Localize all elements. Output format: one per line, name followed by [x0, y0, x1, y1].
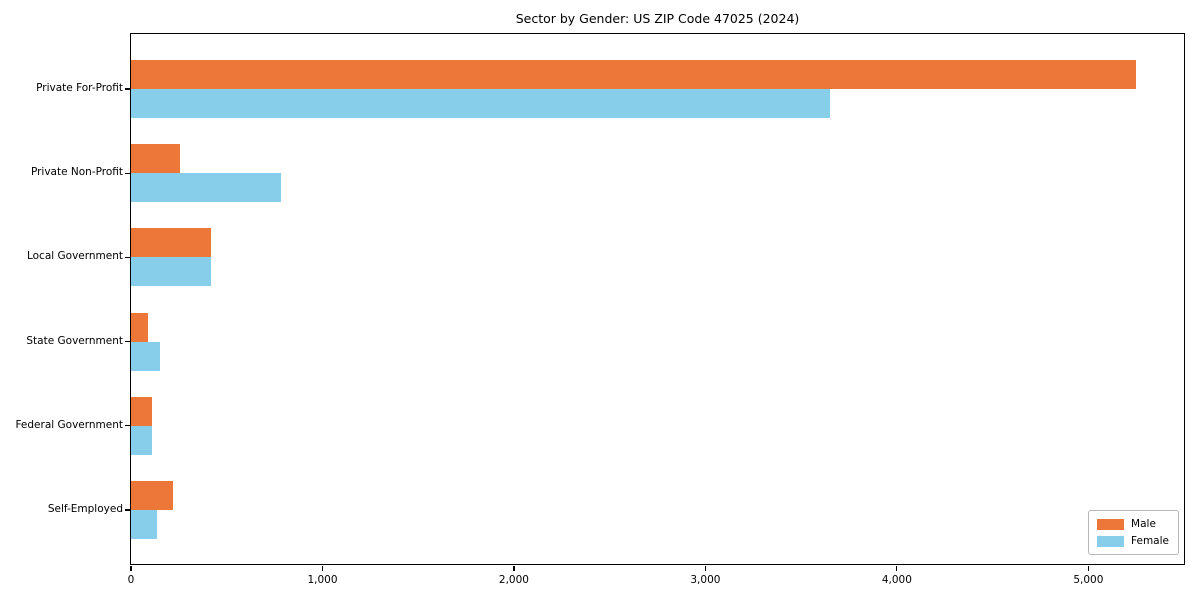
y-tick-label: Local Government	[26, 250, 123, 263]
x-tick-label: 0	[127, 574, 135, 586]
bar-female-private-for-profit	[131, 89, 830, 118]
legend-label-female: Female	[1131, 535, 1169, 547]
x-tick-mark	[704, 566, 706, 571]
legend: Male Female	[1088, 510, 1179, 555]
x-tick-label: 2,000	[498, 574, 529, 586]
y-tick-mark	[125, 256, 131, 258]
y-tick-label: Self-Employed	[47, 503, 123, 515]
bar-female-state-government	[131, 341, 160, 371]
bar-female-local-government	[131, 257, 212, 287]
y-tick-mark	[125, 341, 131, 343]
x-tick-mark	[130, 566, 132, 571]
y-tick-label: Private For-Profit	[36, 82, 123, 94]
bar-female-private-non-profit	[131, 173, 282, 203]
chart-title: Sector by Gender: US ZIP Code 47025 (202…	[515, 11, 800, 26]
x-tick-mark	[1087, 566, 1089, 571]
y-tick-label: Private Non-Profit	[30, 166, 123, 179]
x-tick-mark	[896, 566, 898, 571]
x-tick-label: 4,000	[881, 574, 912, 586]
x-tick-label: 1,000	[307, 574, 338, 586]
y-tick-label: State Government	[26, 334, 123, 347]
y-tick-mark	[125, 425, 131, 427]
legend-swatch-female	[1097, 535, 1125, 547]
bar-male-private-non-profit	[131, 144, 180, 174]
y-tick-mark	[125, 509, 131, 511]
x-tick-mark	[321, 566, 324, 571]
y-tick-label: Federal Government	[15, 418, 123, 431]
x-tick-label: 5,000	[1073, 574, 1104, 586]
bar-male-private-for-profit	[131, 60, 1137, 89]
legend-entry-male: Male	[1097, 518, 1169, 530]
y-tick-mark	[125, 88, 131, 90]
x-tick-label: 3,000	[690, 574, 721, 586]
bar-male-local-government	[131, 228, 212, 258]
bar-male-self-employed	[131, 481, 174, 510]
bar-male-state-government	[131, 312, 149, 342]
legend-swatch-male	[1097, 518, 1125, 530]
bar-female-self-employed	[131, 510, 157, 539]
legend-label-male: Male	[1131, 518, 1156, 530]
bar-female-federal-government	[131, 425, 153, 455]
plot-area: Male Female Private For-Profit Private Non…	[15, 33, 1185, 586]
y-tick-mark	[125, 172, 131, 174]
legend-entry-female: Female	[1097, 535, 1169, 547]
bar-male-federal-government	[131, 396, 153, 426]
x-tick-mark	[513, 566, 515, 571]
